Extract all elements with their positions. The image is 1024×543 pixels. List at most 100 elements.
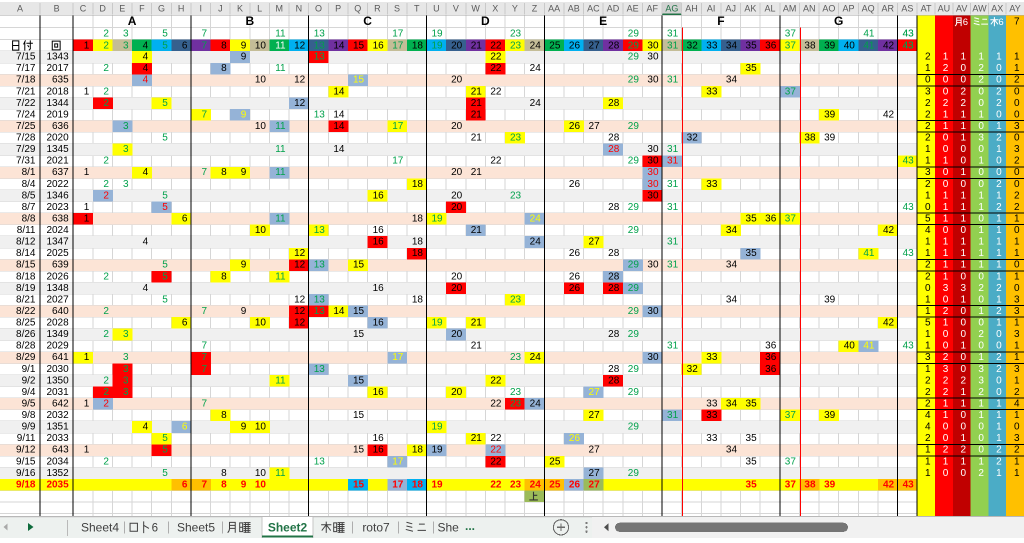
svg-text:9/1: 9/1 bbox=[22, 364, 36, 375]
svg-text:35: 35 bbox=[746, 248, 758, 259]
svg-text:1: 1 bbox=[943, 271, 949, 282]
svg-text:1: 1 bbox=[978, 109, 984, 120]
svg-text:AN: AN bbox=[803, 4, 816, 14]
svg-text:29: 29 bbox=[628, 306, 640, 317]
svg-text:0: 0 bbox=[996, 75, 1002, 86]
svg-text:23: 23 bbox=[510, 41, 522, 52]
svg-text:8/7: 8/7 bbox=[22, 202, 36, 213]
svg-text:18: 18 bbox=[412, 179, 424, 190]
svg-text:11: 11 bbox=[275, 375, 286, 386]
svg-text:1345: 1345 bbox=[46, 144, 69, 155]
svg-text:642: 642 bbox=[52, 398, 69, 409]
svg-text:6: 6 bbox=[182, 422, 188, 433]
svg-text:2: 2 bbox=[103, 271, 109, 282]
svg-text:30: 30 bbox=[647, 144, 659, 155]
svg-text:U: U bbox=[433, 4, 440, 14]
svg-text:24: 24 bbox=[530, 398, 542, 409]
svg-text:18: 18 bbox=[412, 294, 424, 305]
svg-text:29: 29 bbox=[628, 329, 640, 340]
svg-text:I: I bbox=[200, 4, 203, 14]
svg-text:2: 2 bbox=[943, 63, 949, 74]
svg-text:21: 21 bbox=[471, 86, 483, 97]
svg-text:0: 0 bbox=[978, 144, 984, 155]
svg-text:2: 2 bbox=[996, 98, 1002, 109]
svg-text:2: 2 bbox=[961, 86, 967, 97]
svg-text:37: 37 bbox=[785, 456, 797, 467]
svg-text:2030: 2030 bbox=[46, 364, 69, 375]
svg-text:3: 3 bbox=[925, 352, 931, 363]
svg-text:33: 33 bbox=[706, 398, 718, 409]
svg-text:2: 2 bbox=[103, 306, 109, 317]
svg-text:21: 21 bbox=[471, 167, 483, 178]
svg-text:3: 3 bbox=[1014, 306, 1020, 317]
svg-text:1: 1 bbox=[996, 398, 1002, 409]
svg-text:29: 29 bbox=[628, 422, 640, 433]
svg-text:11: 11 bbox=[275, 63, 286, 74]
svg-text:8/12: 8/12 bbox=[16, 237, 36, 248]
svg-text:22: 22 bbox=[490, 41, 502, 52]
svg-text:2: 2 bbox=[996, 445, 1002, 456]
svg-text:3: 3 bbox=[1014, 121, 1020, 132]
svg-text:1: 1 bbox=[943, 237, 949, 248]
svg-text:2: 2 bbox=[943, 352, 949, 363]
svg-text:9: 9 bbox=[241, 52, 247, 63]
svg-text:27: 27 bbox=[589, 387, 601, 398]
svg-text:9/8: 9/8 bbox=[22, 410, 36, 421]
svg-text:AT: AT bbox=[921, 4, 932, 14]
svg-text:640: 640 bbox=[52, 306, 69, 317]
svg-text:19: 19 bbox=[432, 445, 444, 456]
svg-text:28: 28 bbox=[608, 283, 620, 294]
svg-text:AQ: AQ bbox=[862, 4, 875, 14]
svg-text:6: 6 bbox=[963, 17, 968, 28]
svg-text:8/26: 8/26 bbox=[16, 329, 36, 340]
svg-text:2: 2 bbox=[1014, 75, 1020, 86]
svg-text:1: 1 bbox=[925, 144, 931, 155]
svg-text:7: 7 bbox=[202, 41, 208, 52]
svg-text:21: 21 bbox=[471, 341, 483, 352]
svg-text:1: 1 bbox=[1014, 468, 1020, 479]
svg-text:12: 12 bbox=[294, 98, 306, 109]
svg-text:1: 1 bbox=[996, 422, 1002, 433]
svg-text:7/18: 7/18 bbox=[16, 75, 36, 86]
svg-text:1347: 1347 bbox=[46, 237, 69, 248]
svg-text:0: 0 bbox=[961, 352, 967, 363]
svg-text:28: 28 bbox=[608, 202, 620, 213]
svg-text:0: 0 bbox=[1014, 109, 1020, 120]
svg-text:36: 36 bbox=[765, 213, 777, 224]
svg-text:2: 2 bbox=[943, 445, 949, 456]
svg-text:16: 16 bbox=[373, 41, 385, 52]
svg-text:S: S bbox=[394, 4, 400, 14]
svg-text:4: 4 bbox=[925, 422, 931, 433]
svg-text:AM: AM bbox=[783, 4, 797, 14]
svg-text:13: 13 bbox=[314, 225, 326, 236]
svg-text:1: 1 bbox=[943, 410, 949, 421]
svg-text:AE: AE bbox=[627, 4, 639, 14]
svg-text:31: 31 bbox=[667, 341, 679, 352]
svg-text:8/21: 8/21 bbox=[16, 294, 36, 305]
svg-text:27: 27 bbox=[589, 410, 601, 421]
svg-text:21: 21 bbox=[471, 318, 483, 329]
svg-text:G: G bbox=[834, 14, 843, 28]
svg-text:9: 9 bbox=[241, 479, 247, 490]
svg-text:AY: AY bbox=[1009, 4, 1020, 14]
svg-text:31: 31 bbox=[667, 202, 679, 213]
svg-text:3: 3 bbox=[123, 179, 129, 190]
svg-text:1: 1 bbox=[84, 352, 90, 363]
svg-text:17: 17 bbox=[392, 456, 404, 467]
svg-text:42: 42 bbox=[883, 479, 895, 490]
svg-text:3: 3 bbox=[925, 86, 931, 97]
svg-text:24: 24 bbox=[530, 63, 542, 74]
svg-text:0: 0 bbox=[1014, 86, 1020, 97]
svg-text:AV: AV bbox=[956, 4, 967, 14]
svg-text:639: 639 bbox=[52, 260, 69, 271]
svg-text:1: 1 bbox=[961, 167, 967, 178]
svg-text:0: 0 bbox=[943, 86, 949, 97]
svg-text:27: 27 bbox=[589, 121, 601, 132]
svg-text:39: 39 bbox=[824, 294, 836, 305]
svg-text:1: 1 bbox=[943, 121, 949, 132]
svg-text:0: 0 bbox=[943, 133, 949, 144]
svg-text:29: 29 bbox=[628, 156, 640, 167]
svg-text:3: 3 bbox=[123, 387, 129, 398]
svg-text:8/25: 8/25 bbox=[16, 318, 36, 329]
svg-text:26: 26 bbox=[569, 271, 581, 282]
